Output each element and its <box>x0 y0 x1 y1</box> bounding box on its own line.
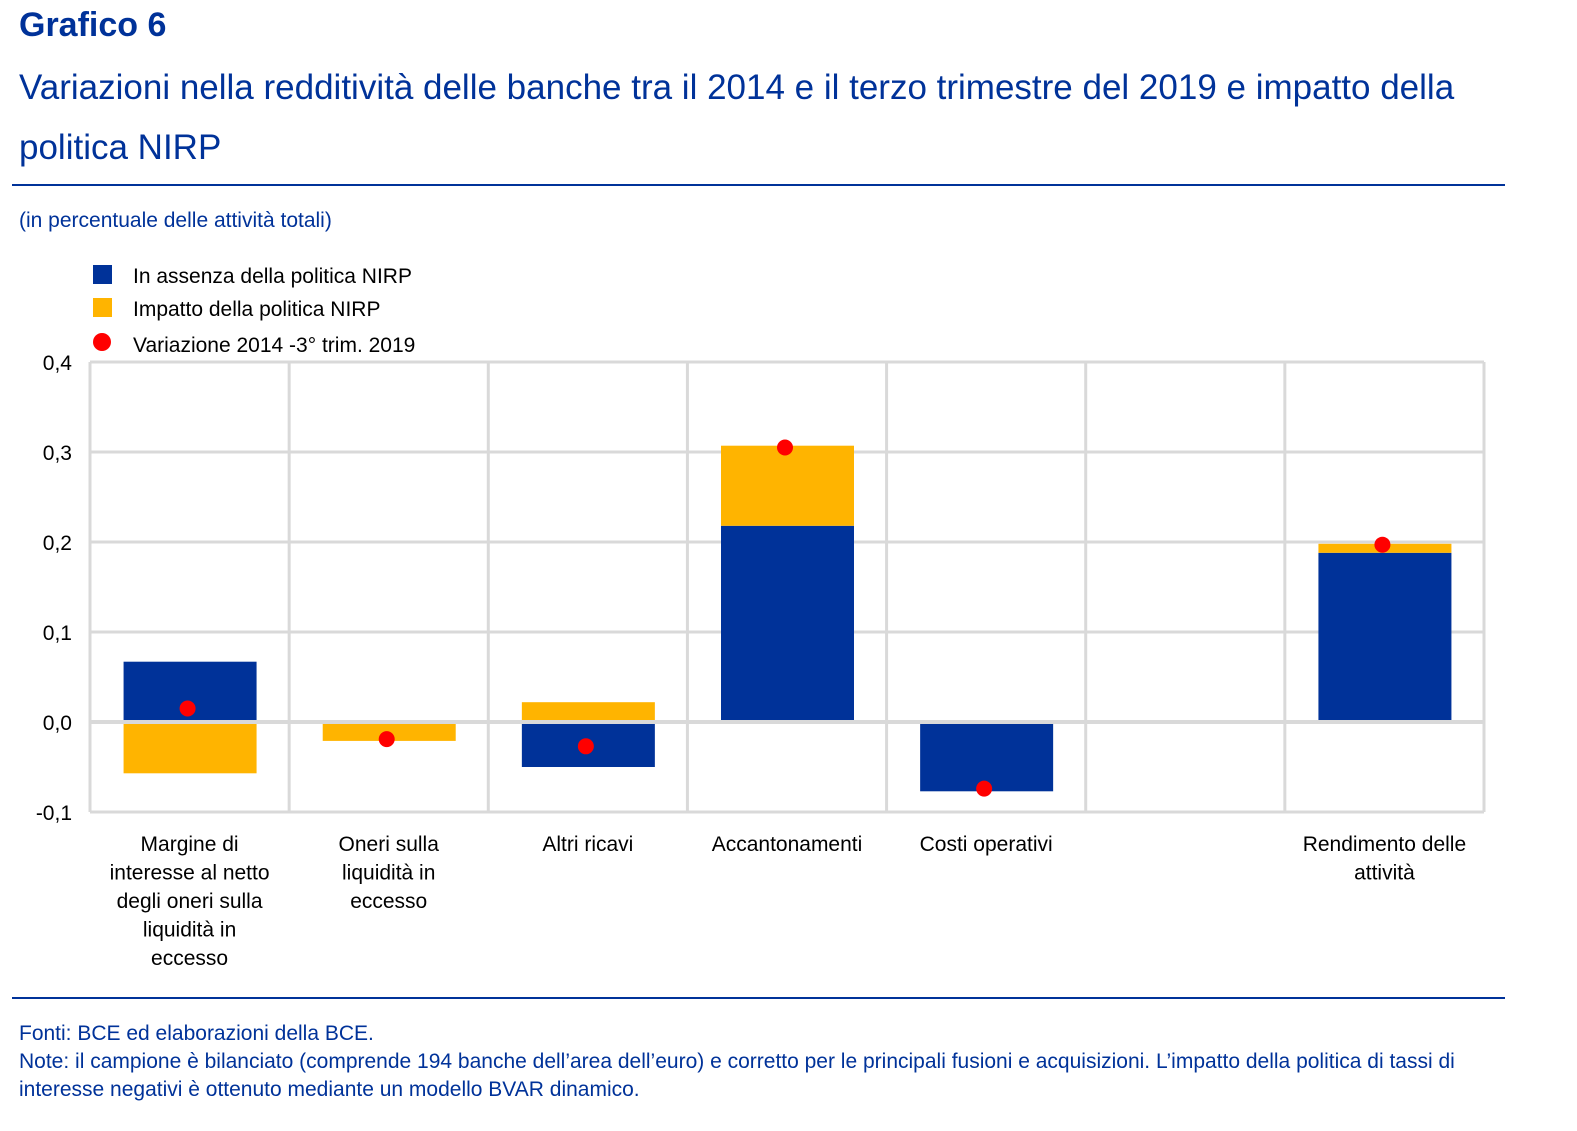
x-tick-label: Altri ricavi <box>542 833 633 856</box>
sources-note: Fonti: BCE ed elaborazioni della BCE. <box>19 1022 374 1045</box>
x-tick-label: liquidità in <box>342 862 435 885</box>
y-tick-label: -0,1 <box>36 802 72 825</box>
x-tick-label: Oneri sulla <box>339 833 440 856</box>
bottom-divider <box>12 997 1505 999</box>
unit-label: (in percentuale delle attività totali) <box>19 209 332 232</box>
data-point <box>577 738 594 755</box>
plot-area: -0,1 0,0 0,1 0,2 0,3 0,4 Margine di interesse a… <box>36 265 1486 970</box>
x-tick-label: eccesso <box>350 890 427 913</box>
legend-swatch <box>93 265 112 284</box>
chart-title: Variazioni nella redditività delle banch… <box>19 68 1455 167</box>
x-tick-label: Margine di <box>141 833 239 856</box>
footnotes: Fonti: BCE ed elaborazioni della BCE. No… <box>19 1020 1519 1104</box>
y-tick-label: 0,1 <box>43 622 72 645</box>
data-point <box>378 731 395 748</box>
x-tick-label: Costi operativi <box>920 833 1053 856</box>
y-tick-label: 0,3 <box>43 442 72 465</box>
bar <box>1318 552 1452 722</box>
data-point <box>1374 536 1391 553</box>
chart-label: Grafico 6 <box>19 6 167 44</box>
data-point <box>179 700 196 717</box>
bar <box>123 722 257 774</box>
legend-swatch <box>93 298 112 317</box>
x-tick-label: interesse al netto <box>110 862 270 885</box>
legend-label: Variazione 2014 -3° trim. 2019 <box>133 334 415 357</box>
data-point <box>777 439 793 456</box>
x-tick-label: Accantonamenti <box>712 833 863 856</box>
bar <box>920 722 1054 792</box>
legend-label: In assenza della politica NIRP <box>133 265 412 288</box>
top-divider <box>12 184 1505 186</box>
method-note: Note: il campione è bilanciato (comprend… <box>19 1050 1455 1101</box>
x-tick-label: Rendimento delle <box>1303 833 1466 856</box>
bar <box>521 702 655 722</box>
bar <box>721 445 854 526</box>
x-tick-label: liquidità in <box>143 919 236 942</box>
y-tick-label: 0,0 <box>43 712 72 735</box>
legend-label: Impatto della politica NIRP <box>133 298 380 321</box>
x-tick-label: attività <box>1354 862 1415 885</box>
bar <box>721 525 854 722</box>
y-tick-label: 0,2 <box>43 532 72 555</box>
data-point <box>976 780 993 797</box>
x-tick-label: degli oneri sulla <box>117 890 263 913</box>
legend-marker <box>93 333 111 351</box>
x-tick-label: eccesso <box>151 947 228 970</box>
y-tick-label: 0,4 <box>43 352 73 375</box>
bar <box>322 722 456 741</box>
